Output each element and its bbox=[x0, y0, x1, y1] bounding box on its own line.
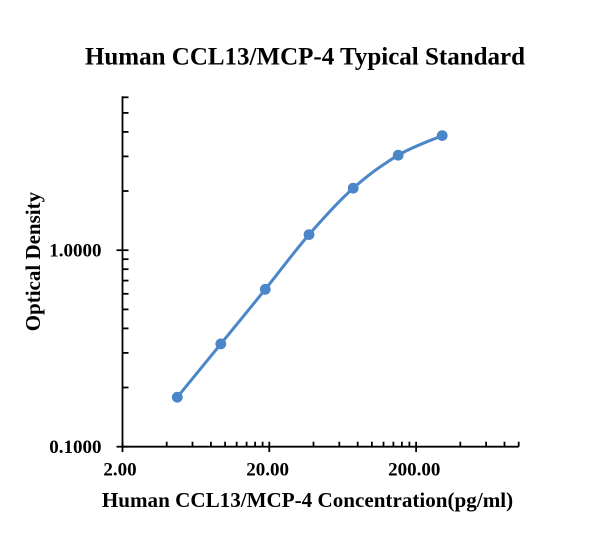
svg-text:Optical Density: Optical Density bbox=[21, 191, 45, 331]
svg-text:200.00: 200.00 bbox=[388, 459, 440, 480]
svg-text:20.00: 20.00 bbox=[246, 459, 289, 480]
svg-text:Human CCL13/MCP-4 Typical Stan: Human CCL13/MCP-4 Typical Standard bbox=[85, 44, 525, 71]
svg-text:Human CCL13/MCP-4 Concentratio: Human CCL13/MCP-4 Concentration(pg/ml) bbox=[102, 488, 513, 512]
svg-text:1.0000: 1.0000 bbox=[49, 241, 101, 262]
svg-text:0.1000: 0.1000 bbox=[49, 437, 101, 458]
svg-text:2.00: 2.00 bbox=[103, 459, 136, 480]
